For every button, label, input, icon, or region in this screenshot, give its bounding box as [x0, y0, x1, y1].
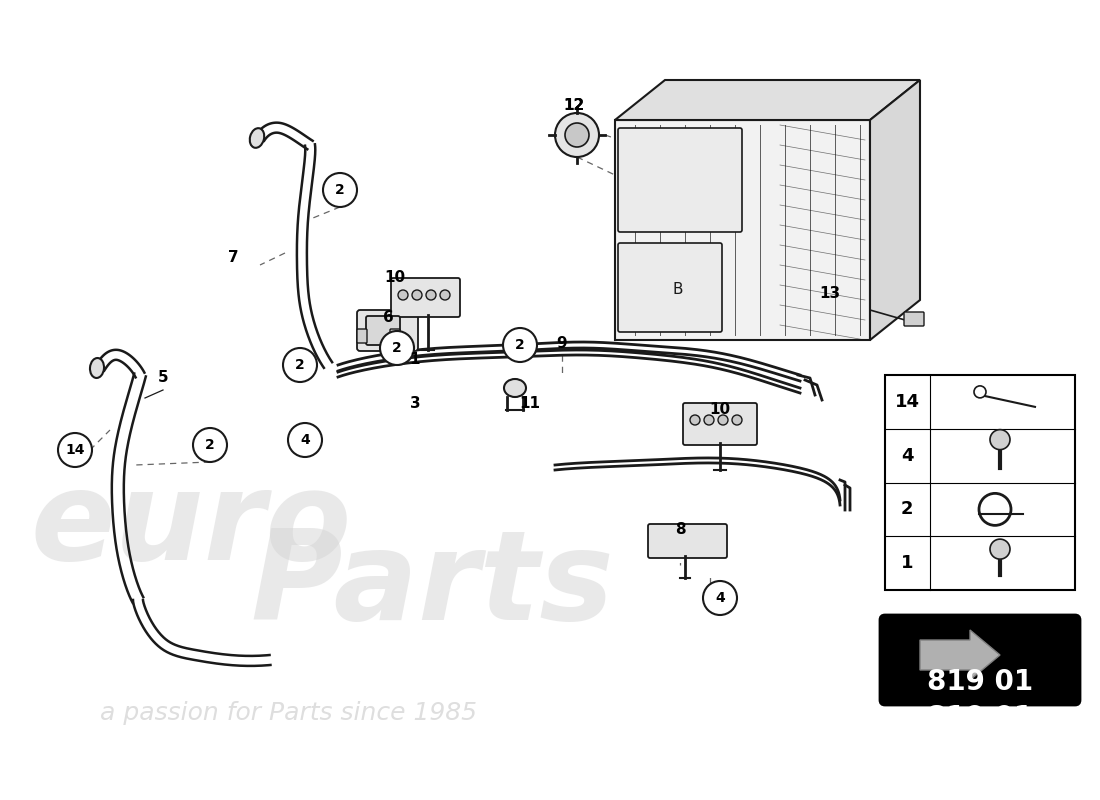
- Text: 13: 13: [820, 286, 840, 301]
- Text: 14: 14: [894, 393, 920, 411]
- FancyBboxPatch shape: [390, 329, 400, 343]
- Circle shape: [58, 433, 92, 467]
- Ellipse shape: [250, 128, 264, 148]
- FancyBboxPatch shape: [618, 128, 742, 232]
- Circle shape: [556, 113, 600, 157]
- FancyBboxPatch shape: [880, 615, 1080, 705]
- Text: 6: 6: [383, 310, 394, 326]
- FancyBboxPatch shape: [358, 329, 367, 343]
- Circle shape: [379, 331, 414, 365]
- Circle shape: [703, 581, 737, 615]
- Text: 2: 2: [205, 438, 214, 452]
- Polygon shape: [615, 80, 920, 120]
- Circle shape: [503, 328, 537, 362]
- Text: 1: 1: [409, 353, 420, 367]
- Text: 2: 2: [295, 358, 305, 372]
- Circle shape: [704, 415, 714, 425]
- Text: 11: 11: [519, 395, 540, 410]
- Text: 819 01: 819 01: [927, 704, 1033, 732]
- Text: 2: 2: [515, 338, 525, 352]
- Polygon shape: [870, 80, 920, 340]
- Circle shape: [990, 430, 1010, 450]
- Circle shape: [690, 415, 700, 425]
- Circle shape: [440, 290, 450, 300]
- Text: euro: euro: [30, 465, 351, 586]
- Text: 4: 4: [300, 433, 310, 447]
- Circle shape: [412, 290, 422, 300]
- Circle shape: [192, 428, 227, 462]
- Circle shape: [426, 290, 436, 300]
- Text: 2: 2: [901, 500, 913, 518]
- FancyBboxPatch shape: [358, 310, 418, 351]
- Text: 4: 4: [901, 446, 913, 465]
- Text: 10: 10: [710, 402, 730, 418]
- FancyBboxPatch shape: [390, 278, 460, 317]
- Circle shape: [732, 415, 742, 425]
- Circle shape: [974, 386, 986, 398]
- Text: 3: 3: [409, 395, 420, 410]
- Text: 2: 2: [336, 183, 345, 197]
- FancyBboxPatch shape: [648, 524, 727, 558]
- Circle shape: [979, 494, 1011, 526]
- Circle shape: [288, 423, 322, 457]
- Text: 12: 12: [563, 98, 584, 113]
- Text: a passion for Parts since 1985: a passion for Parts since 1985: [100, 701, 477, 725]
- Text: 10: 10: [384, 270, 406, 286]
- Polygon shape: [920, 630, 1000, 680]
- Text: 8: 8: [674, 522, 685, 538]
- Ellipse shape: [504, 379, 526, 397]
- Text: 14: 14: [65, 443, 85, 457]
- Text: 12: 12: [563, 98, 584, 113]
- Circle shape: [323, 173, 358, 207]
- Text: 4: 4: [715, 591, 725, 605]
- Text: 819 01: 819 01: [927, 668, 1033, 696]
- Text: 1: 1: [901, 554, 913, 572]
- FancyBboxPatch shape: [904, 312, 924, 326]
- Text: Parts: Parts: [250, 525, 614, 646]
- Text: 9: 9: [557, 335, 568, 350]
- Circle shape: [990, 539, 1010, 559]
- FancyBboxPatch shape: [618, 243, 722, 332]
- Text: 5: 5: [157, 370, 168, 386]
- Text: 2: 2: [392, 341, 402, 355]
- Text: B: B: [673, 282, 683, 298]
- Polygon shape: [615, 120, 870, 340]
- Circle shape: [718, 415, 728, 425]
- Circle shape: [565, 123, 588, 147]
- Text: 7: 7: [228, 250, 239, 265]
- FancyBboxPatch shape: [366, 316, 400, 345]
- FancyBboxPatch shape: [683, 403, 757, 445]
- Bar: [886, 375, 1075, 590]
- Ellipse shape: [90, 358, 104, 378]
- Circle shape: [398, 290, 408, 300]
- Circle shape: [283, 348, 317, 382]
